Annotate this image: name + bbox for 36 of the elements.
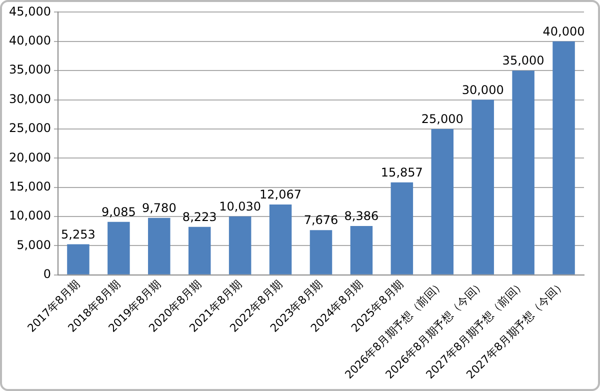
bar [228,216,252,274]
bar [431,128,454,274]
data-label: 35,000 [502,54,544,68]
data-label: 30,000 [462,82,504,97]
y-tick-label: 40,000 [8,34,51,48]
y-tick-label: 15,000 [8,179,51,194]
bar [390,182,414,274]
bar [67,244,90,274]
data-label: 9,085 [102,205,136,220]
bar [472,100,494,274]
y-tick-label: 30,000 [8,92,51,106]
bar [188,226,211,274]
y-tick-label: 5,000 [16,238,51,252]
data-label: 12,067 [260,188,302,202]
data-label: 7,676 [304,213,338,228]
bar [552,41,575,274]
bar [350,226,373,274]
data-label: 9,780 [142,200,176,215]
y-tick-label: 0 [43,267,51,282]
bar [148,218,170,274]
bar [108,222,130,274]
y-tick-label: 25,000 [8,121,51,136]
data-label: 15,857 [380,165,423,180]
data-label: 40,000 [542,24,585,39]
y-tick-label: 10,000 [8,208,51,223]
bar [512,70,534,274]
bar [310,230,332,274]
data-label: 8,386 [344,209,379,224]
data-label: 10,030 [219,199,262,214]
y-tick-label: 35,000 [8,62,51,77]
y-tick-label: 20,000 [8,150,51,164]
y-tick-label: 45,000 [8,4,51,18]
bar [269,204,292,274]
data-label: 8,223 [182,210,217,224]
data-label: 5,253 [61,227,96,242]
data-label: 25,000 [421,112,464,126]
